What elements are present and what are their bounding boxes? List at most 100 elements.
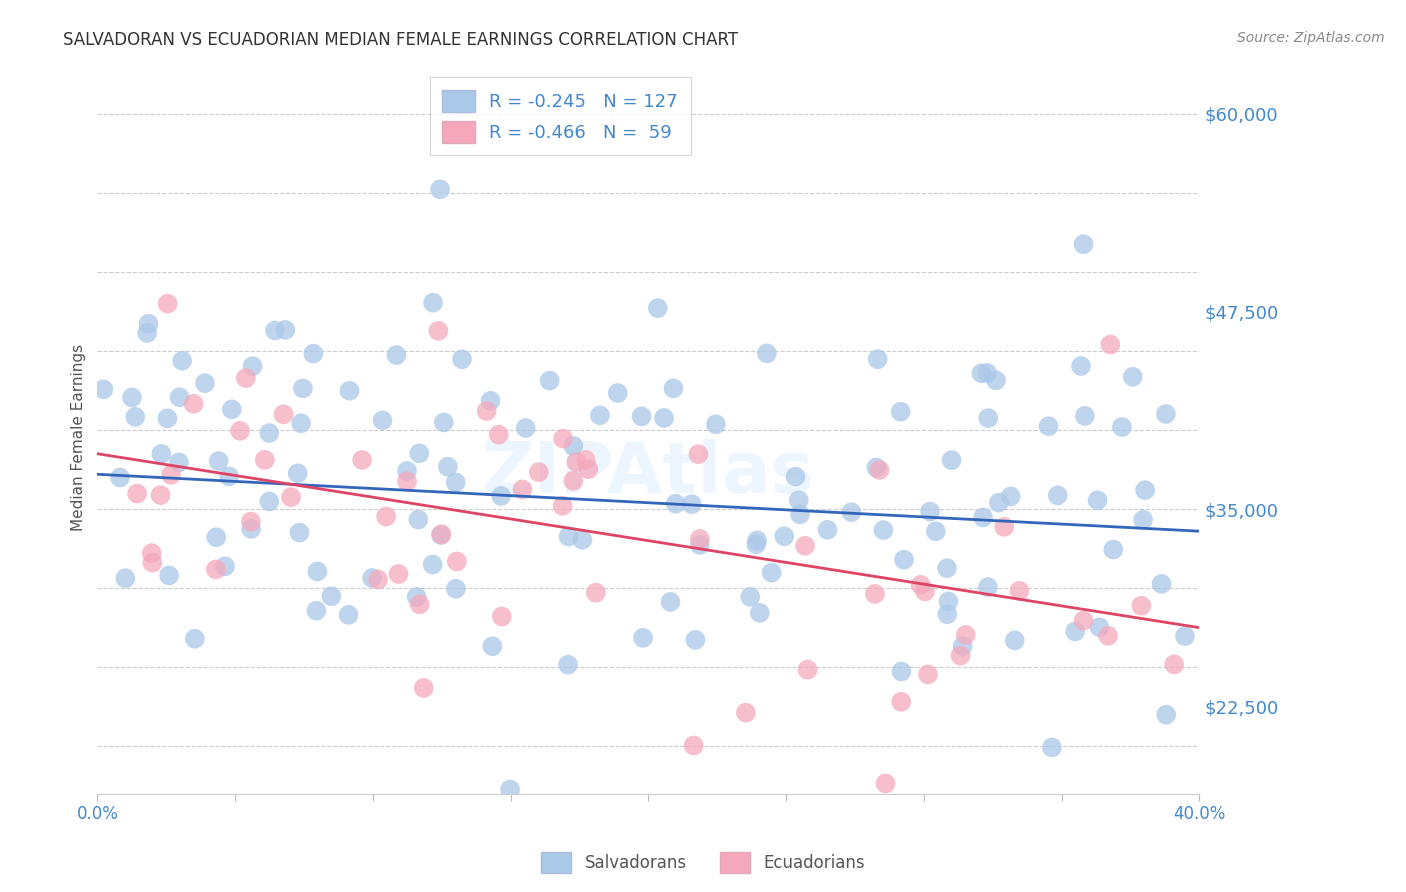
Point	[970, 366, 993, 380]
Point	[221, 402, 243, 417]
Point	[157, 568, 180, 582]
Point	[562, 474, 585, 488]
Point	[789, 508, 811, 522]
Point	[172, 353, 194, 368]
Point	[689, 532, 711, 546]
Point	[489, 489, 512, 503]
Point	[430, 527, 453, 541]
Point	[936, 561, 959, 575]
Point	[138, 317, 160, 331]
Point	[662, 381, 685, 395]
Point	[274, 323, 297, 337]
Point	[869, 463, 891, 477]
Point	[551, 432, 574, 446]
Point	[229, 424, 252, 438]
Point	[575, 453, 598, 467]
Point	[184, 632, 207, 646]
Point	[307, 565, 329, 579]
Point	[740, 590, 762, 604]
Point	[405, 590, 427, 604]
Point	[253, 453, 276, 467]
Legend: Salvadorans, Ecuadorians: Salvadorans, Ecuadorians	[534, 846, 872, 880]
Point	[976, 366, 998, 380]
Point	[1046, 488, 1069, 502]
Point	[910, 578, 932, 592]
Point	[977, 580, 1000, 594]
Point	[512, 483, 534, 497]
Point	[527, 465, 550, 479]
Point	[127, 486, 149, 500]
Point	[395, 464, 418, 478]
Point	[562, 439, 585, 453]
Point	[205, 562, 228, 576]
Point	[1004, 633, 1026, 648]
Point	[491, 609, 513, 624]
Point	[444, 582, 467, 596]
Text: ZIPAtlas: ZIPAtlas	[482, 439, 814, 508]
Point	[430, 528, 453, 542]
Point	[169, 390, 191, 404]
Point	[925, 524, 948, 539]
Point	[785, 469, 807, 483]
Point	[149, 488, 172, 502]
Point	[866, 352, 889, 367]
Point	[787, 493, 810, 508]
Point	[938, 594, 960, 608]
Point	[917, 667, 939, 681]
Point	[1000, 490, 1022, 504]
Point	[745, 537, 768, 551]
Point	[412, 681, 434, 695]
Point	[872, 523, 894, 537]
Point	[1088, 620, 1111, 634]
Point	[121, 391, 143, 405]
Point	[681, 497, 703, 511]
Point	[167, 455, 190, 469]
Point	[273, 407, 295, 421]
Point	[735, 706, 758, 720]
Point	[436, 459, 458, 474]
Point	[408, 597, 430, 611]
Point	[557, 529, 579, 543]
Point	[890, 695, 912, 709]
Point	[429, 182, 451, 196]
Y-axis label: Median Female Earnings: Median Female Earnings	[72, 344, 86, 532]
Point	[427, 324, 450, 338]
Point	[515, 421, 537, 435]
Point	[941, 453, 963, 467]
Point	[557, 657, 579, 672]
Point	[205, 530, 228, 544]
Point	[688, 447, 710, 461]
Point	[893, 552, 915, 566]
Point	[1087, 493, 1109, 508]
Point	[141, 546, 163, 560]
Point	[1102, 542, 1125, 557]
Point	[1122, 369, 1144, 384]
Point	[659, 595, 682, 609]
Point	[984, 373, 1007, 387]
Point	[141, 556, 163, 570]
Point	[337, 607, 360, 622]
Point	[136, 326, 159, 340]
Point	[585, 586, 607, 600]
Point	[108, 470, 131, 484]
Legend: R = -0.245   N = 127, R = -0.466   N =  59: R = -0.245 N = 127, R = -0.466 N = 59	[430, 77, 690, 155]
Point	[1154, 707, 1177, 722]
Point	[682, 739, 704, 753]
Point	[773, 529, 796, 543]
Point	[433, 416, 456, 430]
Point	[914, 584, 936, 599]
Point	[259, 425, 281, 440]
Point	[150, 447, 173, 461]
Point	[1040, 740, 1063, 755]
Point	[488, 427, 510, 442]
Point	[1174, 629, 1197, 643]
Point	[290, 416, 312, 430]
Point	[240, 522, 263, 536]
Point	[444, 475, 467, 490]
Point	[208, 454, 231, 468]
Point	[952, 639, 974, 653]
Point	[183, 397, 205, 411]
Point	[242, 359, 264, 373]
Point	[571, 533, 593, 547]
Point	[1133, 483, 1156, 497]
